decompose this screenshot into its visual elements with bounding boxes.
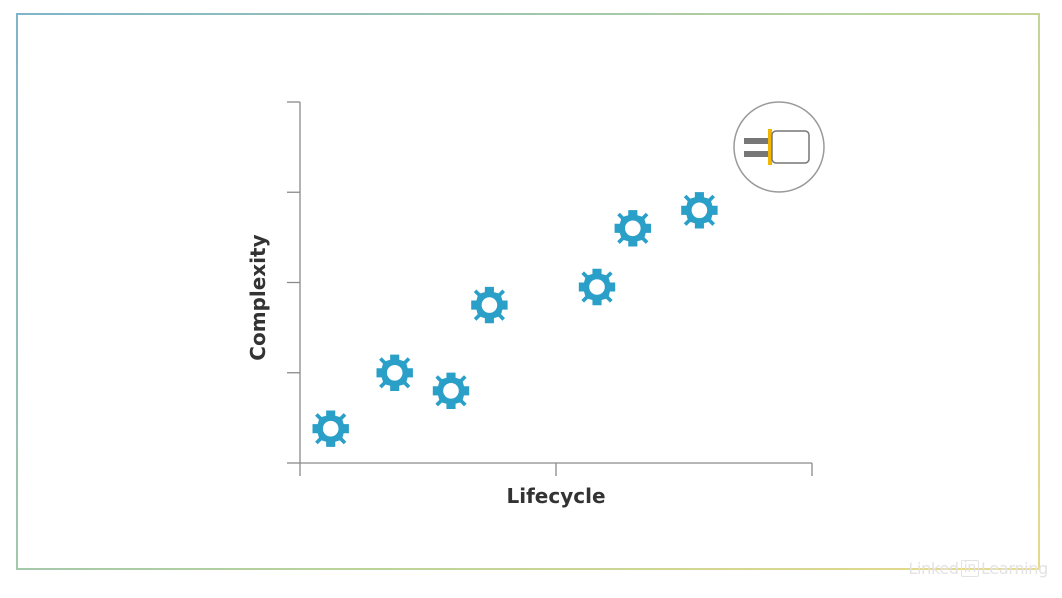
linkedin-learning-watermark: Linked in Learning <box>908 559 1048 578</box>
y-axis-title: Complexity <box>246 234 270 360</box>
gear-icon <box>471 286 508 324</box>
gear-icon <box>614 210 651 247</box>
gear-icon <box>376 354 413 391</box>
gear-icon <box>681 192 718 229</box>
watermark-text-post: Learning <box>980 559 1048 578</box>
slide-frame <box>16 13 1040 570</box>
watermark-in-box: in <box>960 560 979 577</box>
gear-icon <box>432 372 470 409</box>
plug-in-socket-icon <box>733 101 825 193</box>
x-axis-title: Lifecycle <box>506 484 605 508</box>
axes <box>287 101 813 476</box>
gear-icon <box>312 410 349 447</box>
gear-icon <box>578 268 616 306</box>
data-points <box>312 192 718 447</box>
watermark-text-pre: Linked <box>908 559 959 578</box>
